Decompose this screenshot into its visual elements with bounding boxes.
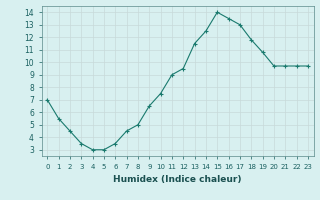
X-axis label: Humidex (Indice chaleur): Humidex (Indice chaleur) (113, 175, 242, 184)
